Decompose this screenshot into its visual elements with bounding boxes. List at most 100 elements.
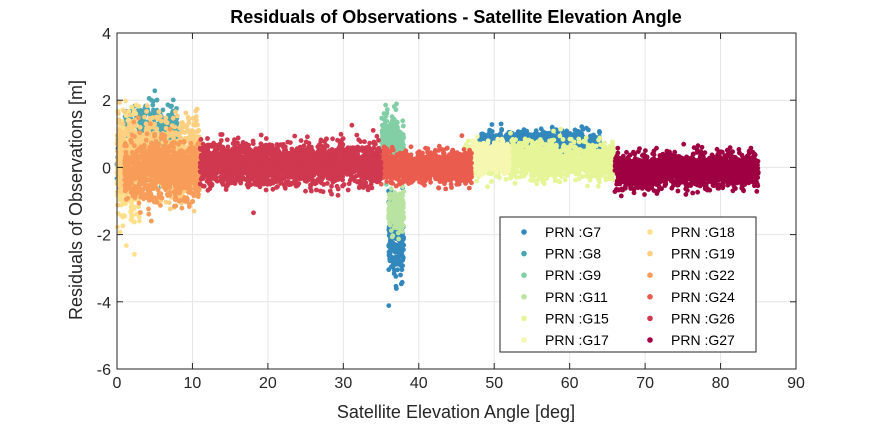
data-point — [389, 234, 395, 240]
data-point — [400, 193, 405, 199]
data-point — [401, 135, 407, 141]
data-point — [557, 179, 562, 185]
data-point — [391, 104, 397, 109]
data-point — [499, 126, 504, 132]
data-point — [531, 173, 537, 179]
data-point — [400, 216, 405, 222]
data-point — [386, 192, 392, 198]
data-point — [150, 110, 156, 115]
data-point — [512, 180, 518, 186]
data-point — [387, 205, 392, 210]
data-point — [395, 143, 401, 149]
data-point — [580, 174, 585, 179]
data-point — [487, 127, 493, 133]
data-point — [533, 128, 539, 134]
data-point — [170, 97, 176, 103]
data-point — [557, 167, 563, 173]
data-point — [576, 136, 582, 142]
data-point — [540, 179, 546, 185]
data-point — [514, 144, 520, 150]
data-point — [489, 179, 494, 184]
data-point — [532, 156, 538, 162]
data-point — [474, 178, 479, 184]
data-point — [590, 165, 595, 171]
data-point — [573, 177, 578, 183]
data-points — [114, 88, 761, 308]
data-point — [397, 139, 402, 145]
data-point — [551, 173, 556, 178]
data-point — [518, 161, 524, 167]
data-point — [564, 153, 570, 159]
data-point — [395, 267, 400, 273]
data-point — [386, 200, 392, 206]
data-point — [499, 136, 505, 142]
data-point — [489, 122, 495, 127]
data-point — [608, 154, 613, 160]
data-point — [562, 147, 568, 153]
data-point — [383, 123, 389, 129]
data-point — [385, 137, 391, 143]
data-point — [521, 173, 527, 179]
data-point — [480, 136, 486, 142]
data-point — [400, 123, 406, 129]
data-point — [394, 134, 400, 140]
data-point — [562, 177, 568, 183]
data-point — [587, 152, 592, 158]
data-point — [394, 286, 399, 291]
data-point — [522, 136, 528, 142]
data-point — [526, 148, 532, 154]
data-point — [388, 186, 394, 192]
data-point — [386, 249, 392, 255]
data-point — [587, 177, 593, 183]
data-point — [390, 263, 396, 268]
data-point — [391, 271, 397, 276]
data-point — [485, 184, 490, 190]
data-point — [396, 236, 401, 242]
data-point — [561, 132, 567, 137]
data-point — [399, 229, 405, 235]
data-point — [391, 214, 396, 220]
data-point — [551, 128, 556, 134]
data-point — [386, 213, 391, 218]
data-point — [577, 155, 583, 161]
data-point — [393, 242, 399, 248]
data-point — [389, 239, 395, 245]
data-point — [529, 139, 535, 144]
data-point — [390, 247, 396, 253]
data-point — [400, 246, 405, 252]
data-point — [582, 149, 587, 155]
data-point — [606, 149, 611, 155]
data-point — [152, 88, 158, 94]
data-point — [591, 161, 597, 167]
data-point — [567, 145, 573, 151]
data-point — [585, 166, 591, 172]
data-point — [399, 267, 405, 273]
data-point — [584, 125, 589, 131]
data-point — [556, 153, 562, 159]
data-point — [575, 167, 580, 173]
data-point — [610, 172, 616, 178]
data-point — [597, 160, 603, 166]
data-point — [386, 303, 392, 308]
data-point — [573, 151, 579, 157]
data-point — [392, 190, 398, 195]
data-point — [584, 172, 590, 178]
data-point — [586, 142, 591, 148]
data-point — [547, 147, 552, 153]
data-point — [538, 137, 543, 142]
data-point — [498, 121, 504, 127]
data-point — [549, 138, 555, 143]
data-point — [389, 132, 395, 137]
data-point — [528, 177, 534, 183]
data-point — [601, 168, 607, 174]
data-point — [391, 126, 397, 132]
data-point — [550, 168, 556, 173]
data-point — [512, 158, 517, 164]
data-point — [583, 135, 589, 141]
data-point — [597, 135, 603, 141]
data-point — [383, 102, 388, 108]
data-point — [585, 183, 590, 189]
data-point — [386, 244, 392, 250]
data-point — [146, 96, 152, 101]
